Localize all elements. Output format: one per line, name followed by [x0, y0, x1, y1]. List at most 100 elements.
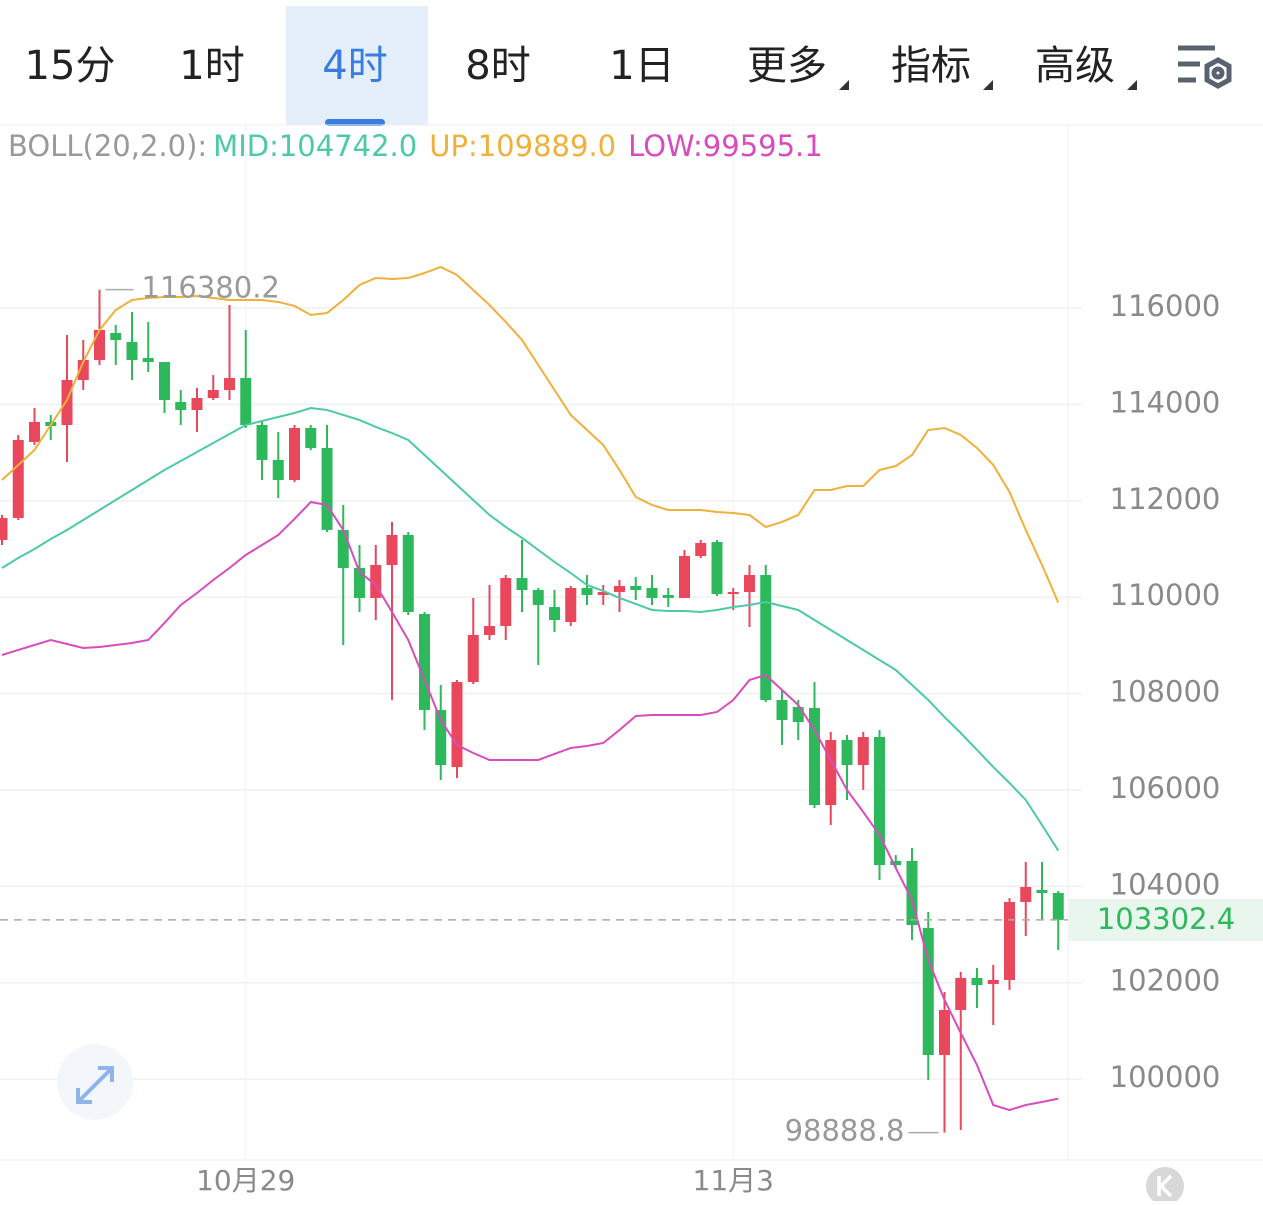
k-icon — [1157, 1174, 1173, 1198]
candle-body — [175, 401, 187, 411]
dropdown-caret — [1127, 80, 1137, 90]
min-label: 98888.8 — [785, 1114, 905, 1148]
candle-body — [906, 861, 918, 926]
x-tick-label: 10月29 — [196, 1164, 295, 1197]
candle-body — [337, 529, 349, 568]
candle-body — [110, 333, 122, 340]
tab[interactable]: 高级 — [1035, 43, 1137, 90]
settings-icon[interactable] — [1178, 45, 1232, 89]
boll-line — [1, 500, 1059, 1112]
candle-body — [792, 707, 804, 723]
tab-indicator — [325, 119, 385, 126]
candle-body — [435, 710, 447, 766]
candle-body — [240, 377, 252, 426]
tab[interactable]: 8时 — [465, 43, 530, 89]
candle-body — [630, 586, 642, 591]
tab[interactable]: 15分 — [25, 43, 116, 89]
candle-body — [955, 977, 967, 1010]
candle-body — [321, 447, 333, 530]
candle-body — [890, 861, 902, 866]
candle-body — [695, 542, 707, 557]
dropdown-caret — [839, 80, 849, 90]
candle-body — [402, 534, 414, 612]
candle-body — [12, 439, 24, 519]
candle-body — [549, 607, 560, 620]
tab-label: 高级 — [1035, 43, 1115, 89]
legend-item: UP:109889.0 — [429, 129, 616, 163]
candle-body — [354, 567, 365, 598]
candle-body — [776, 699, 788, 720]
tab[interactable]: 指标 — [891, 43, 993, 90]
candle-body — [451, 682, 463, 768]
candle-body — [289, 427, 300, 480]
tab-label: 指标 — [891, 43, 971, 89]
y-tick-label: 104000 — [1110, 867, 1221, 901]
candle-body — [939, 1009, 950, 1055]
k-bg — [1146, 1167, 1184, 1205]
y-tick-label: 114000 — [1110, 385, 1221, 419]
candle-body — [614, 586, 625, 592]
current-price-label: 103302.4 — [1097, 902, 1235, 936]
expand-button[interactable] — [57, 1044, 133, 1120]
tab-label: 1日 — [609, 43, 674, 89]
candle-body — [159, 362, 170, 400]
y-tick-label: 116000 — [1110, 289, 1221, 323]
candle-body — [224, 377, 235, 391]
tab[interactable]: 更多 — [747, 43, 849, 90]
candle-body — [386, 534, 398, 566]
candle-body — [61, 379, 73, 426]
legend-item: MID:104742.0 — [213, 129, 417, 163]
candle-body — [760, 574, 772, 700]
candle-body — [922, 927, 934, 1055]
candle-body — [305, 427, 317, 448]
x-tick-label: 11月3 — [693, 1164, 774, 1197]
candle-body — [987, 979, 999, 984]
toolbar: 15分 1时 4时 8时 1日 更多 指标 高级 — [25, 6, 1137, 126]
k-button[interactable] — [1146, 1167, 1184, 1205]
candle-body — [370, 565, 382, 598]
plot: 100000 102000 104000 106000 108000 110000 1120… — [0, 125, 1263, 1197]
candle-body — [29, 421, 40, 442]
candle-body — [809, 707, 820, 806]
icon-dot — [1211, 66, 1225, 80]
boll-line — [1, 265, 1060, 603]
y-tick-label: 110000 — [1110, 578, 1221, 612]
candle-body — [516, 578, 528, 591]
candle-body — [711, 542, 723, 595]
candle-body — [874, 737, 885, 866]
candle-body — [1052, 892, 1064, 920]
candle-body — [419, 614, 430, 711]
legend-item: BOLL(20,2.0): — [8, 129, 207, 163]
tab-label: 更多 — [747, 43, 827, 89]
candle-body — [841, 739, 853, 766]
legend: BOLL(20,2.0): MID:104742.0 UP:109889.0 LOW:… — [8, 129, 823, 163]
current-price-box — [1069, 898, 1263, 941]
candle-body — [1020, 887, 1032, 902]
candle-body — [1004, 901, 1015, 980]
tab[interactable]: 1日 — [609, 43, 674, 89]
expand-bg — [57, 1044, 133, 1120]
y-tick-label: 108000 — [1110, 675, 1221, 709]
candle-body — [0, 518, 8, 540]
candle-body — [857, 737, 869, 766]
expand-icon — [76, 1066, 114, 1104]
candle-body — [256, 425, 268, 460]
candle-body — [191, 398, 203, 411]
candle-body — [484, 626, 495, 635]
candle-body — [126, 341, 138, 360]
candle-body — [94, 329, 105, 360]
candle-body — [467, 634, 479, 683]
tab[interactable]: 4时 — [286, 6, 428, 126]
legend-item: LOW:99595.1 — [628, 129, 823, 163]
tab-label: 1时 — [179, 43, 244, 89]
candle-body — [581, 587, 593, 595]
tab-label: 8时 — [465, 43, 530, 89]
candle-body — [142, 358, 154, 363]
candle-body — [597, 591, 609, 595]
tab[interactable]: 1时 — [179, 43, 244, 89]
candle-body — [825, 739, 837, 806]
y-tick-label: 102000 — [1110, 964, 1221, 998]
candle-body — [662, 594, 674, 598]
